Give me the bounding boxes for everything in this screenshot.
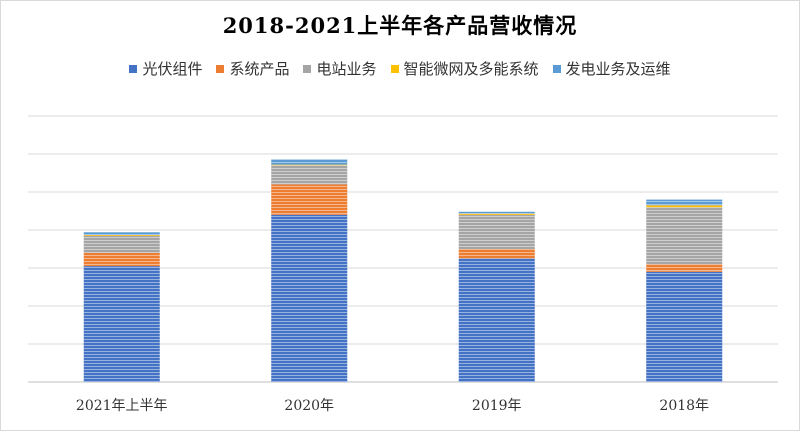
legend-swatch: [129, 64, 138, 73]
bar-segment-texture: [83, 266, 160, 382]
bar-segment-texture: [458, 249, 535, 259]
bar-segment-texture: [458, 213, 535, 215]
legend-swatch: [216, 64, 225, 73]
bar-segment-texture: [646, 205, 723, 208]
bar-segment-texture: [646, 271, 723, 382]
bar-segment-texture: [458, 211, 535, 214]
legend-label: 发电业务及运维: [565, 60, 671, 78]
legend-item: 发电业务及运维: [552, 58, 671, 79]
legend-label: 电站业务: [316, 60, 377, 78]
bar-segment-texture: [83, 234, 160, 236]
legend-item: 系统产品: [216, 58, 289, 79]
x-tick-label: 2021年上半年: [76, 398, 168, 414]
legend-item: 智能微网及多能系统: [390, 58, 539, 79]
bar-segment-texture: [83, 252, 160, 267]
bar-segment-texture: [271, 184, 348, 215]
x-tick-label: 2018年: [659, 398, 709, 414]
bar-segment-texture: [646, 207, 723, 265]
bar-segment-texture: [83, 232, 160, 235]
legend-label: 智能微网及多能系统: [403, 60, 539, 78]
legend-label: 系统产品: [229, 60, 290, 78]
x-tick-label: 2019年: [472, 398, 522, 414]
legend-item: 光伏组件: [129, 58, 202, 79]
bar-segment-texture: [458, 258, 535, 382]
bar-segment-texture: [83, 235, 160, 253]
legend-label: 光伏组件: [142, 60, 203, 78]
bar-segment-texture: [458, 214, 535, 249]
legend-item: 电站业务: [303, 58, 377, 79]
legend: 光伏组件 系统产品 电站业务 智能微网及多能系统 发电业务及运维: [0, 58, 800, 79]
x-tick-label: 2020年: [284, 398, 334, 414]
bar-segment-texture: [271, 214, 348, 382]
bar-segment-texture: [646, 264, 723, 272]
legend-swatch: [390, 64, 399, 73]
chart-title: 2018-2021上半年各产品营收情况: [222, 13, 578, 38]
bar-segment-texture: [271, 165, 348, 185]
bar-segment-texture: [646, 199, 723, 206]
legend-swatch: [552, 64, 561, 73]
bar-segment-texture: [271, 159, 348, 165]
bar-segment-texture: [271, 164, 348, 166]
legend-swatch: [303, 64, 312, 73]
